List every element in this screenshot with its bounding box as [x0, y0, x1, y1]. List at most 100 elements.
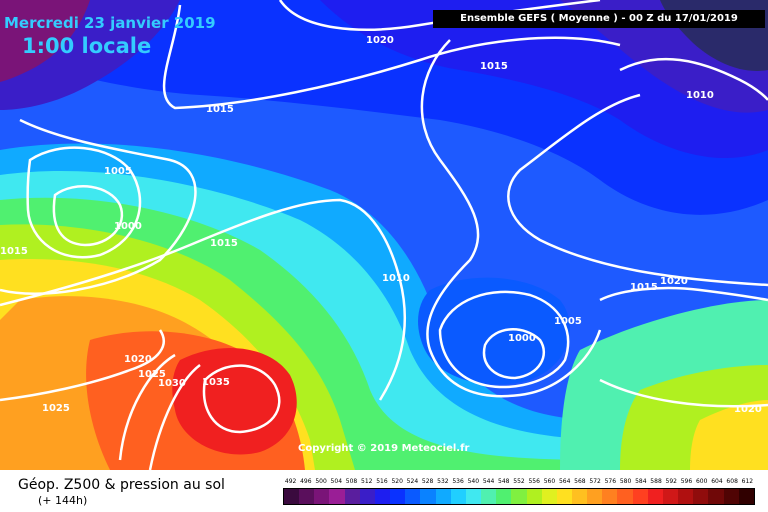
scale-tick-label: 552 [513, 478, 525, 485]
isobar-labels: 1020 1015 1015 1010 1005 1000 1015 1015 … [0, 35, 762, 415]
scale-swatch [405, 489, 421, 504]
product-title: Géop. Z500 & pression au sol [18, 477, 225, 493]
isobar-1015-north [162, 4, 621, 110]
scale-tick-label: 540 [467, 478, 480, 485]
scale-tick-label: 532 [437, 478, 449, 485]
isobar-1020-east [599, 286, 768, 302]
isobar-label: 1015 [0, 246, 28, 257]
scale-swatch [693, 489, 709, 504]
scale-tick-label: 508 [345, 478, 358, 485]
isobar-label: 1015 [210, 238, 238, 249]
scale-tick-label: 516 [376, 478, 388, 485]
scale-swatch [617, 489, 633, 504]
geopotential-band-east-576 [690, 400, 768, 470]
scale-tick-label: 492 [284, 478, 297, 485]
isobar-1005-france [438, 290, 570, 389]
isobar-label: 1020 [366, 35, 394, 46]
scale-swatch [602, 489, 618, 504]
scale-swatch [678, 489, 694, 504]
scale-swatch [526, 489, 542, 504]
scale-tick-label: 520 [391, 478, 403, 485]
isobar-1005-low [26, 146, 142, 259]
scale-swatch [662, 489, 679, 504]
scale-tick-label: 544 [482, 478, 495, 485]
isobar-label: 1010 [382, 273, 410, 284]
scale-swatch [647, 489, 663, 504]
isobar-label: 1015 [206, 104, 234, 115]
legend-footer: Géop. Z500 & pression au sol (+ 144h) 49… [0, 470, 768, 512]
scale-swatch [541, 489, 557, 504]
scale-swatch [556, 489, 572, 504]
scale-swatch [496, 489, 512, 504]
scale-tick-label: 500 [315, 478, 327, 485]
scale-swatch [299, 489, 315, 504]
model-run-header: Ensemble GEFS ( Moyenne ) - 00 Z du 17/0… [433, 10, 765, 28]
isobar-1010-central [420, 39, 602, 398]
isobar-label: 1020 [124, 354, 152, 365]
isobar-1015-central [0, 198, 407, 401]
scale-swatch [284, 489, 300, 504]
isobar-1020-se [599, 378, 768, 408]
isobar-1000-france [482, 328, 546, 380]
scale-tick-label: 560 [543, 478, 556, 485]
isobar-1030-high [148, 364, 201, 470]
scale-tick-label: 600 [695, 478, 708, 485]
scale-tick-label: 572 [589, 478, 601, 485]
scale-swatch [344, 489, 360, 504]
scale-tick-label: 588 [650, 478, 662, 485]
forecast-time: 1:00 locale [22, 34, 152, 58]
scale-swatch [435, 489, 451, 504]
scale-tick-label: 536 [452, 478, 464, 485]
isobar-1025-sw [0, 329, 165, 402]
isobar-label: 1015 [630, 282, 658, 293]
scale-swatch [314, 489, 330, 504]
isobar-label: 1030 [158, 378, 186, 389]
isobar-lines [0, 0, 768, 470]
isobar-1025-high [118, 353, 176, 461]
isobar-label: 1000 [508, 333, 536, 344]
scale-tick-label: 580 [619, 478, 632, 485]
isobar-label: 1000 [114, 221, 142, 232]
isobar-1035-high [202, 364, 281, 434]
scale-swatch [465, 489, 482, 504]
scale-tick-label: 528 [421, 478, 434, 485]
scale-tick-label: 512 [361, 478, 373, 485]
isobar-label: 1015 [480, 61, 508, 72]
isobar-label: 1005 [104, 166, 132, 177]
isobar-1020-north [278, 0, 601, 31]
scale-swatch [374, 489, 391, 504]
geopotential-band-nw-inner [0, 0, 90, 82]
scale-tick-label: 564 [558, 478, 571, 485]
scale-swatch [359, 489, 375, 504]
scale-tick-label: 548 [498, 478, 510, 485]
isobar-label: 1010 [686, 90, 714, 101]
isobar-label: 1025 [42, 403, 70, 414]
geopotential-upper-low [418, 277, 570, 385]
scale-swatch [329, 489, 345, 504]
scale-tick-label: 584 [635, 478, 647, 485]
scale-swatch [481, 489, 497, 504]
isobar-1015-east [507, 93, 768, 287]
scale-swatch [632, 489, 648, 504]
scale-swatch [390, 489, 406, 504]
scale-tick-label: 608 [726, 478, 738, 485]
forecast-date: Mercredi 23 janvier 2019 [4, 14, 216, 32]
scale-swatch [420, 489, 436, 504]
scale-swatch [571, 489, 588, 504]
isobar-label: 1025 [138, 369, 166, 380]
isobar-label: 1005 [554, 316, 582, 327]
scale-tick-label: 596 [680, 478, 693, 485]
scale-tick-label: 524 [406, 478, 419, 485]
scale-tick-label: 556 [528, 478, 540, 485]
isobar-label: 1020 [734, 404, 762, 415]
isobar-1015-west [0, 118, 197, 295]
scale-tick-label: 568 [574, 478, 586, 485]
color-scale-bar [283, 488, 755, 505]
isobar-label: 1020 [660, 276, 688, 287]
isobar-label: 1035 [202, 377, 230, 388]
scale-tick-label: 612 [741, 478, 754, 485]
scale-tick-label: 496 [300, 478, 312, 485]
copyright-text: Copyright © 2019 Meteociel.fr [298, 443, 470, 454]
scale-swatch [723, 489, 739, 504]
